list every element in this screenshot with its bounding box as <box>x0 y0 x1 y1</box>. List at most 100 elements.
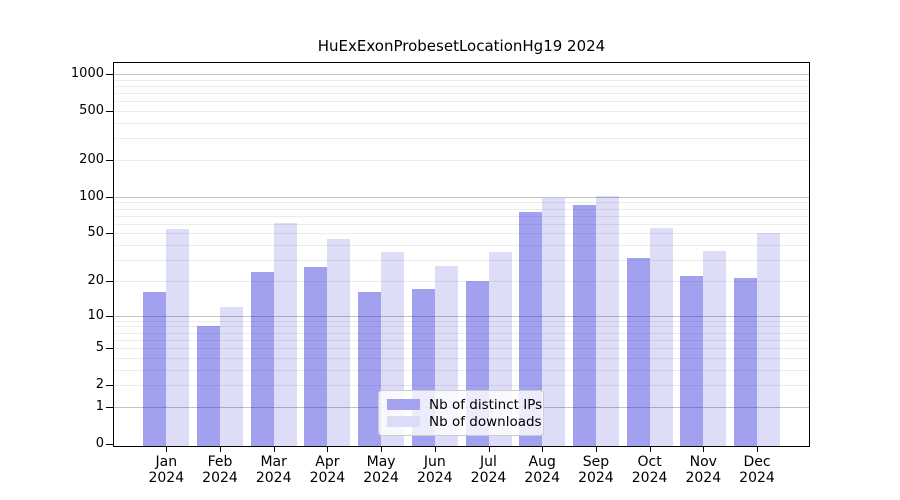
x-tick-month: Apr <box>315 454 340 470</box>
x-axis-tick-mark <box>434 447 436 452</box>
y-axis-tick-label: 100 <box>79 188 104 204</box>
y-axis-tick-mark <box>106 233 113 235</box>
legend-item: Nb of distinct IPs <box>387 396 542 413</box>
x-tick-year: 2024 <box>524 470 560 486</box>
y-axis-tick-label: 1000 <box>70 65 104 81</box>
x-tick-year: 2024 <box>309 470 346 486</box>
x-tick-month: Oct <box>637 454 662 470</box>
gridline-major <box>114 315 809 317</box>
y-axis-tick-label: 5 <box>95 340 104 356</box>
x-tick-year: 2024 <box>148 470 185 486</box>
x-axis-tick-label: Mar 2024 <box>242 454 306 486</box>
x-axis-tick-label: Feb 2024 <box>188 454 252 486</box>
bar-nb-of-distinct-ips <box>143 292 167 446</box>
x-tick-month: May <box>366 454 396 470</box>
y-axis-tick-mark <box>106 196 113 198</box>
bar-nb-of-downloads <box>703 250 727 446</box>
y-axis-tick-mark <box>106 444 113 445</box>
gridline-minor <box>114 85 809 87</box>
x-tick-year: 2024 <box>255 470 292 486</box>
x-axis-tick-mark <box>220 447 221 452</box>
x-tick-year: 2024 <box>202 470 238 486</box>
x-axis-tick-label: Aug 2024 <box>510 454 574 486</box>
y-axis-tick-label: 50 <box>87 225 104 241</box>
x-tick-month: Jan <box>155 454 178 470</box>
x-axis-tick-label: Nov 2024 <box>671 454 735 486</box>
x-axis-tick-label: Sep 2024 <box>564 454 628 486</box>
x-tick-month: Aug <box>528 454 556 470</box>
x-axis-tick-mark <box>542 447 544 452</box>
bar-nb-of-downloads <box>327 238 351 446</box>
x-axis-tick-label: Oct 2024 <box>618 454 682 486</box>
y-axis-tick-mark <box>106 280 113 282</box>
y-axis-tick-label: 0 <box>95 436 104 451</box>
bar-nb-of-distinct-ips <box>304 267 328 446</box>
y-axis-tick-label: 500 <box>79 103 104 119</box>
gridline-minor <box>114 357 809 359</box>
x-axis-tick-mark <box>595 447 597 452</box>
x-axis-tick-label: Jun 2024 <box>403 454 467 486</box>
gridline-minor <box>114 280 809 282</box>
bar-nb-of-distinct-ips <box>250 271 274 446</box>
bar-nb-of-downloads <box>649 228 673 446</box>
gridline-minor <box>114 215 809 217</box>
y-axis-tick-mark <box>106 73 113 75</box>
x-tick-year: 2024 <box>685 470 722 486</box>
x-axis-tick-mark <box>488 447 490 452</box>
gridline-minor <box>114 159 809 161</box>
x-tick-year: 2024 <box>578 470 614 486</box>
y-axis-tick-label: 10 <box>87 307 104 323</box>
gridline-minor <box>114 101 809 103</box>
x-tick-year: 2024 <box>363 470 399 486</box>
gridline-minor <box>114 332 809 334</box>
x-tick-month: Jul <box>480 454 497 470</box>
x-axis-tick-mark <box>327 447 329 452</box>
y-axis-tick-mark <box>106 111 113 113</box>
gridline-minor <box>114 320 809 322</box>
y-axis-tick-mark <box>106 315 113 317</box>
bar-nb-of-downloads <box>757 233 780 446</box>
bar-nb-of-downloads <box>542 198 566 446</box>
y-axis-tick-label: 20 <box>87 272 104 288</box>
x-tick-year: 2024 <box>470 470 507 486</box>
x-axis-tick-label: Dec 2024 <box>725 454 789 486</box>
bar-nb-of-downloads <box>220 306 243 446</box>
x-tick-month: Dec <box>743 454 771 470</box>
y-axis-tick-mark <box>106 348 113 350</box>
x-tick-year: 2024 <box>739 470 775 486</box>
x-tick-month: Sep <box>582 454 610 470</box>
x-axis-tick-mark <box>649 447 651 452</box>
legend-swatch-nb-of-downloads <box>387 416 420 427</box>
gridline-minor <box>114 369 809 371</box>
gridline-minor <box>114 385 809 387</box>
gridline-minor <box>114 93 809 95</box>
gridline-minor <box>114 122 809 124</box>
y-axis-tick-label: 2 <box>95 377 104 393</box>
bar-nb-of-distinct-ips <box>197 326 220 446</box>
bar-nb-of-downloads <box>595 196 619 446</box>
gridline-minor <box>114 326 809 328</box>
bar-nb-of-distinct-ips <box>680 276 704 446</box>
legend: Nb of distinct IPs Nb of downloads <box>378 390 544 436</box>
x-axis-tick-mark <box>757 447 758 452</box>
x-axis-tick-mark <box>273 447 275 452</box>
gridline-minor <box>114 245 809 247</box>
y-axis-tick-mark <box>106 406 113 408</box>
y-axis-tick-label: 1 <box>95 398 104 414</box>
x-tick-month: Mar <box>260 454 287 470</box>
x-axis-tick-mark <box>703 447 705 452</box>
y-axis-tick-mark <box>106 159 113 161</box>
legend-label: Nb of distinct IPs <box>429 396 543 413</box>
gridline-minor <box>114 79 809 81</box>
gridline-minor <box>114 223 809 225</box>
x-tick-month: Jun <box>423 454 446 470</box>
x-axis-tick-label: Jan 2024 <box>134 454 198 486</box>
x-tick-year: 2024 <box>631 470 668 486</box>
y-axis-tick-mark <box>106 385 113 387</box>
bar-nb-of-distinct-ips <box>734 278 757 446</box>
legend-swatch-nb-of-distinct-ips <box>387 399 420 410</box>
gridline-minor <box>114 339 809 341</box>
bar-nb-of-distinct-ips <box>626 258 650 446</box>
bar-nb-of-distinct-ips <box>572 205 596 446</box>
